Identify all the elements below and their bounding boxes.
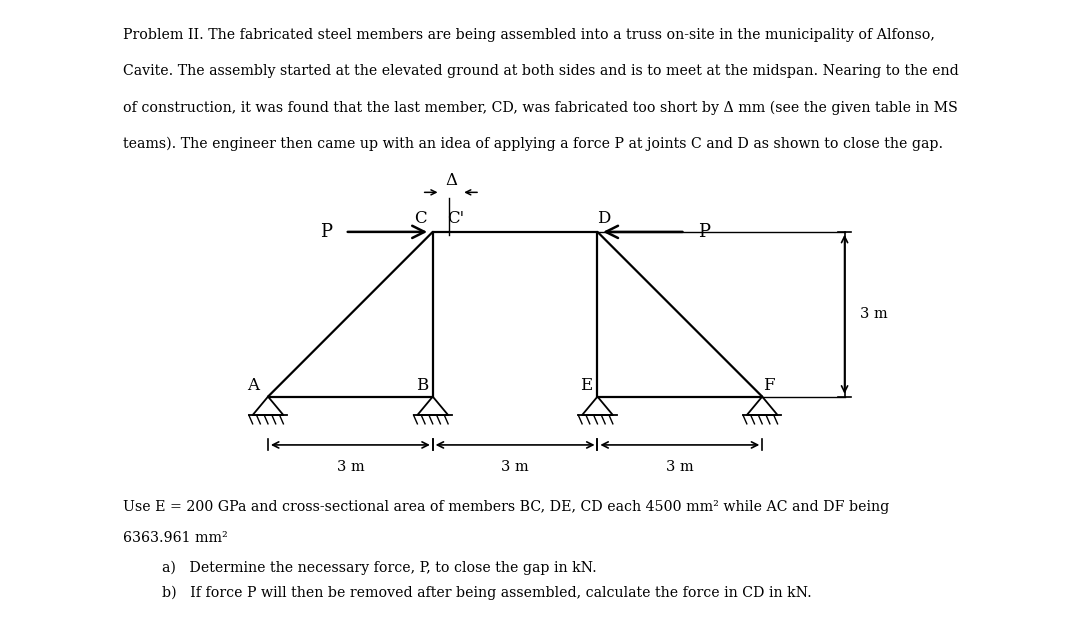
Text: b)   If force P will then be removed after being assembled, calculate the force : b) If force P will then be removed after… bbox=[162, 586, 812, 600]
Text: Δ: Δ bbox=[445, 172, 457, 189]
Text: D: D bbox=[597, 211, 611, 227]
Text: A: A bbox=[246, 377, 258, 394]
Text: B: B bbox=[416, 377, 428, 394]
Text: C': C' bbox=[447, 211, 464, 227]
Text: 3 m: 3 m bbox=[666, 460, 693, 474]
Text: Cavite. The assembly started at the elevated ground at both sides and is to meet: Cavite. The assembly started at the elev… bbox=[123, 64, 959, 78]
Text: a)   Determine the necessary force, P, to close the gap in kN.: a) Determine the necessary force, P, to … bbox=[162, 561, 597, 575]
Text: 3 m: 3 m bbox=[860, 307, 888, 321]
Text: Use E = 200 GPa and cross-sectional area of members BC, DE, CD each 4500 mm² whi: Use E = 200 GPa and cross-sectional area… bbox=[123, 500, 889, 513]
Text: teams). The engineer then came up with an idea of applying a force P at joints C: teams). The engineer then came up with a… bbox=[123, 136, 943, 151]
Text: P: P bbox=[699, 223, 711, 241]
Text: of construction, it was found that the last member, CD, was fabricated too short: of construction, it was found that the l… bbox=[123, 100, 958, 115]
Text: 6363.961 mm²: 6363.961 mm² bbox=[123, 531, 228, 545]
Text: E: E bbox=[580, 377, 593, 394]
Text: 3 m: 3 m bbox=[501, 460, 529, 474]
Text: F: F bbox=[762, 377, 774, 394]
Text: Problem II. The fabricated steel members are being assembled into a truss on-sit: Problem II. The fabricated steel members… bbox=[123, 28, 935, 42]
Text: C: C bbox=[415, 211, 427, 227]
Text: P: P bbox=[320, 223, 332, 241]
Text: 3 m: 3 m bbox=[337, 460, 364, 474]
